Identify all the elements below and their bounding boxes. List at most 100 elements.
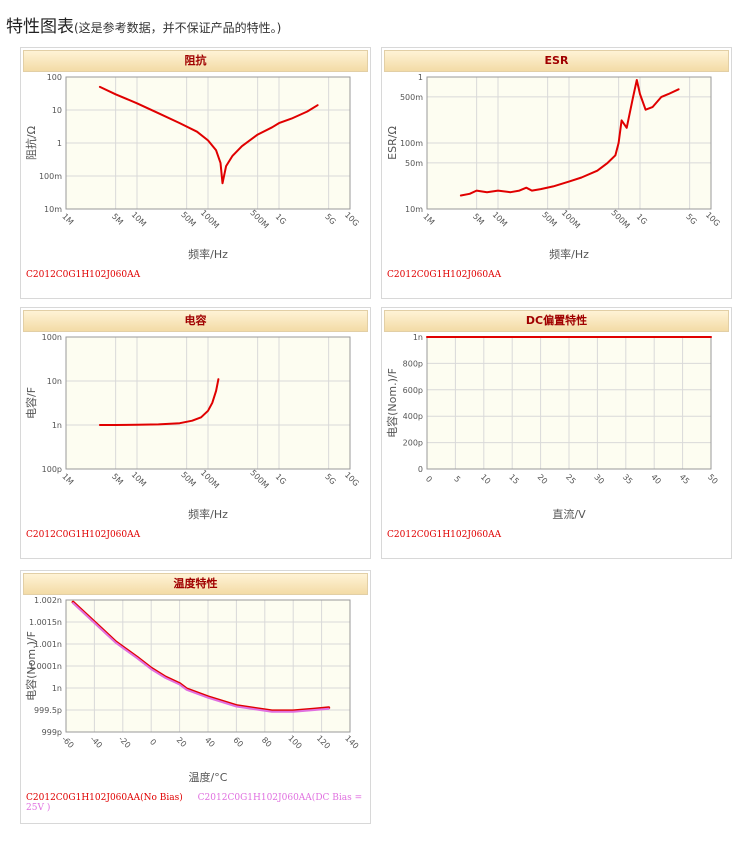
y-tick-label: 999.5p bbox=[34, 706, 62, 715]
x-tick-label: 10M bbox=[130, 210, 149, 229]
y-tick-label: 10 bbox=[52, 106, 62, 115]
x-tick-label: 1M bbox=[60, 212, 75, 227]
plot-border bbox=[65, 76, 351, 210]
dc-bias-chart-title: DC偏置特性 bbox=[384, 310, 729, 332]
x-tick-label: 50M bbox=[540, 210, 559, 229]
capacitance-chart-title: 电容 bbox=[23, 310, 368, 332]
x-axis-label: 频率/Hz bbox=[188, 507, 228, 521]
x-tick-label: 30 bbox=[592, 472, 606, 486]
esr-chart: 1M 5M 10M 50M 100M 500M 1G 5G 10G 10m 50m 100m 1 500m… bbox=[386, 73, 722, 261]
x-tick-label: 5M bbox=[471, 212, 486, 227]
y-axis-label: 电容(Nom.)/F bbox=[385, 368, 399, 438]
dc-bias-legend: C2012C0G1H102J060AA bbox=[387, 530, 513, 540]
series-line bbox=[72, 602, 330, 713]
y-tick-label: 400p bbox=[403, 412, 423, 421]
esr-legend: C2012C0G1H102J060AA bbox=[387, 270, 513, 280]
y-tick-label: 1n bbox=[52, 421, 62, 430]
plot-border bbox=[65, 336, 351, 470]
x-tick-label: 120 bbox=[315, 734, 332, 751]
y-tick-label: 999p bbox=[42, 728, 62, 737]
x-tick-label: 60 bbox=[231, 735, 245, 749]
x-axis-label: 温度/°C bbox=[189, 770, 228, 784]
x-tick-label: 100M bbox=[199, 468, 221, 490]
y-tick-label: 1.002n bbox=[34, 596, 62, 605]
series-line bbox=[459, 79, 680, 197]
y-tick-label: 1.0015n bbox=[29, 618, 62, 627]
plot-border bbox=[65, 599, 351, 733]
page-subtitle: (这是参考数据，并不保证产品的特性。) bbox=[74, 21, 282, 35]
x-tick-label: 100 bbox=[286, 734, 303, 751]
page-title-main: 特性图表 bbox=[6, 17, 74, 37]
x-tick-label: 50M bbox=[179, 210, 198, 229]
x-tick-label: 1M bbox=[60, 472, 75, 487]
plot-border bbox=[426, 76, 712, 210]
y-tick-label: 100n bbox=[42, 333, 62, 342]
x-tick-label: 20 bbox=[175, 735, 189, 749]
y-axis-label: 电容(Nom.)/F bbox=[24, 631, 38, 701]
esr-legend-item: C2012C0G1H102J060AA bbox=[387, 270, 502, 280]
x-tick-label: 10G bbox=[704, 210, 722, 228]
x-tick-label: 1M bbox=[421, 212, 436, 227]
y-tick-label: 10m bbox=[44, 205, 62, 214]
x-axis-label: 频率/Hz bbox=[549, 247, 589, 261]
x-tick-label: 100M bbox=[199, 208, 221, 230]
series-line bbox=[98, 378, 220, 426]
x-tick-label: 10G bbox=[343, 210, 361, 228]
x-tick-label: -20 bbox=[117, 734, 133, 750]
x-axis-label: 频率/Hz bbox=[188, 247, 228, 261]
y-tick-label: 1n bbox=[52, 684, 62, 693]
y-tick-label: 1.001n bbox=[34, 640, 62, 649]
x-tick-label: 0 bbox=[148, 737, 158, 747]
impedance-legend-item: C2012C0G1H102J060AA bbox=[26, 270, 141, 280]
x-tick-label: 10M bbox=[491, 210, 510, 229]
x-tick-label: 40 bbox=[203, 735, 217, 749]
dc-bias-panel: DC偏置特性 0 5 10 15 20 25 30 35 40 45 50 0 200p 400p 600p… bbox=[381, 307, 732, 559]
y-axis-label: 电容/F bbox=[24, 387, 38, 419]
capacitance-legend-item: C2012C0G1H102J060AA bbox=[26, 530, 141, 540]
y-tick-label: 100m bbox=[400, 139, 423, 148]
x-tick-label: 5 bbox=[452, 474, 462, 484]
x-tick-label: -40 bbox=[88, 734, 104, 750]
capacitance-chart: 1M 5M 10M 50M 100M 500M 1G 5G 10G 100p 1n 10n 100n 频率… bbox=[24, 333, 361, 521]
page-title: 特性图表(这是参考数据，并不保证产品的特性。) bbox=[6, 12, 281, 37]
x-tick-label: 500M bbox=[609, 208, 631, 230]
y-tick-label: 1.0001n bbox=[29, 662, 62, 671]
x-tick-label: 1G bbox=[635, 212, 649, 226]
dc-bias-chart: 0 5 10 15 20 25 30 35 40 45 50 0 200p 400p 600p 800p 1n 直… bbox=[385, 333, 720, 521]
x-tick-label: 5M bbox=[110, 472, 125, 487]
y-tick-label: 500m bbox=[400, 93, 423, 102]
x-tick-label: 35 bbox=[621, 472, 635, 486]
y-tick-label: 200p bbox=[403, 439, 423, 448]
temperature-legend-item-dc-bias: C2012C0G1H102J060AA(DC Bias = 25V ) bbox=[26, 793, 363, 813]
x-axis-label: 直流/V bbox=[552, 507, 586, 521]
x-tick-label: 1G bbox=[274, 472, 288, 486]
x-tick-label: 50M bbox=[179, 470, 198, 489]
x-tick-label: 25 bbox=[564, 472, 578, 486]
x-tick-label: 80 bbox=[260, 735, 274, 749]
dc-bias-legend-item: C2012C0G1H102J060AA bbox=[387, 530, 502, 540]
x-tick-label: 15 bbox=[507, 472, 521, 486]
x-tick-label: 0 bbox=[424, 474, 434, 484]
x-tick-label: 140 bbox=[343, 734, 360, 751]
x-tick-label: 500M bbox=[248, 468, 270, 490]
temperature-panel: 温度特性 -60 -40 -20 0 20 40 60 80 100 120 140 999p 999.… bbox=[20, 570, 371, 824]
temperature-legend-item-no-bias: C2012C0G1H102J060AA(No Bias) bbox=[26, 793, 183, 803]
series-line bbox=[98, 85, 319, 185]
x-tick-label: 500M bbox=[248, 208, 270, 230]
x-tick-label: 10 bbox=[479, 472, 493, 486]
x-tick-label: 5G bbox=[684, 212, 698, 226]
capacitance-panel: 电容 1M 5M 10M 50M 100M 500M 1G 5G 10G 100p 1n 10n 100… bbox=[20, 307, 371, 559]
impedance-legend: C2012C0G1H102J060AA bbox=[26, 270, 152, 280]
x-tick-label: 50 bbox=[706, 472, 720, 486]
x-tick-label: 40 bbox=[649, 472, 663, 486]
x-tick-label: 5G bbox=[323, 212, 337, 226]
y-tick-label: 1 bbox=[57, 139, 62, 148]
y-tick-label: 10n bbox=[47, 377, 62, 386]
y-tick-label: 100p bbox=[42, 465, 62, 474]
y-tick-label: 800p bbox=[403, 359, 423, 368]
temperature-chart-title: 温度特性 bbox=[23, 573, 368, 595]
impedance-panel: 阻抗 1M 5M 10M 50M 100M 500M 1G 5G 10G 10m 100m 1 10 10… bbox=[20, 47, 371, 299]
esr-chart-title: ESR bbox=[384, 50, 729, 72]
temperature-chart: -60 -40 -20 0 20 40 60 80 100 120 140 999p 999.5p 1n 1… bbox=[24, 596, 360, 784]
x-tick-label: 100M bbox=[560, 208, 582, 230]
